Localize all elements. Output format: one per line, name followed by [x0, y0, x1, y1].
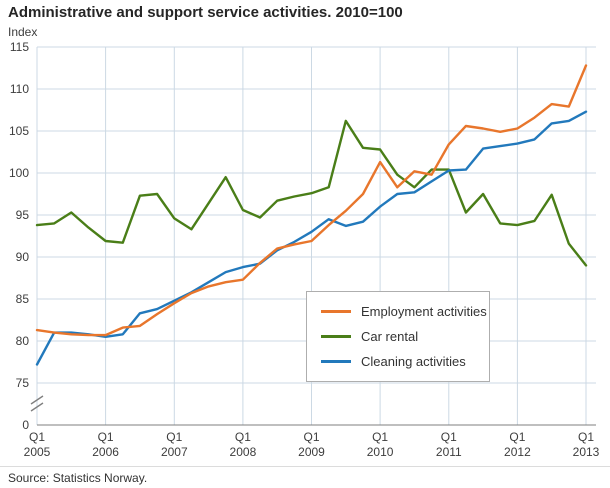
- x-tick-quarter-label: Q1: [372, 430, 388, 444]
- axis-break-icon: [30, 395, 44, 405]
- legend-label-employment-activities: Employment activities: [361, 304, 487, 319]
- x-tick-year-label: 2006: [92, 445, 119, 459]
- legend-label-car-rental: Car rental: [361, 329, 419, 344]
- axis-break-icon: [30, 402, 44, 412]
- x-tick-quarter-label: Q1: [441, 430, 457, 444]
- footer-divider: [0, 466, 610, 467]
- legend-item-employment-activities: Employment activities: [321, 304, 487, 319]
- x-tick-year-label: 2009: [298, 445, 325, 459]
- x-tick-quarter-label: Q1: [303, 430, 319, 444]
- y-tick-label: 105: [9, 124, 29, 138]
- y-axis-unit-label: Index: [8, 25, 38, 39]
- series-line-employment-activities: [35, 64, 588, 337]
- y-tick-label: 100: [9, 166, 29, 180]
- x-tick-quarter-label: Q1: [98, 430, 114, 444]
- x-tick-year-label: 2010: [367, 445, 394, 459]
- y-tick-label: 85: [16, 292, 30, 306]
- y-zero-label: 0: [22, 418, 29, 432]
- x-tick-year-label: 2011: [436, 445, 462, 459]
- legend-item-cleaning-activities: Cleaning activities: [321, 354, 475, 369]
- legend-swatch-employment-activities: [321, 310, 351, 313]
- y-tick-label: 115: [10, 40, 29, 54]
- x-tick-quarter-label: Q1: [29, 430, 45, 444]
- legend-swatch-cleaning-activities: [321, 360, 351, 363]
- y-tick-label: 80: [16, 334, 30, 348]
- legend-item-car-rental: Car rental: [321, 329, 475, 344]
- x-tick-year-label: 2013: [573, 445, 600, 459]
- x-tick-year-label: 2008: [230, 445, 257, 459]
- x-tick-year-label: 2005: [24, 445, 51, 459]
- x-tick-quarter-label: Q1: [166, 430, 182, 444]
- x-tick-year-label: 2012: [504, 445, 531, 459]
- y-tick-label: 110: [10, 82, 29, 96]
- x-tick-quarter-label: Q1: [235, 430, 251, 444]
- x-tick-quarter-label: Q1: [509, 430, 525, 444]
- y-tick-label: 95: [16, 208, 30, 222]
- series-line-car-rental: [35, 119, 588, 267]
- legend-swatch-car-rental: [321, 335, 351, 338]
- chart-legend: Employment activities Car rental Cleanin…: [306, 291, 490, 382]
- legend-label-cleaning-activities: Cleaning activities: [361, 354, 466, 369]
- x-tick-quarter-label: Q1: [578, 430, 594, 444]
- chart-title: Administrative and support service activ…: [8, 4, 403, 21]
- y-tick-label: 75: [16, 376, 30, 390]
- y-tick-label: 90: [16, 250, 30, 264]
- x-tick-year-label: 2007: [161, 445, 188, 459]
- source-note: Source: Statistics Norway.: [8, 471, 148, 485]
